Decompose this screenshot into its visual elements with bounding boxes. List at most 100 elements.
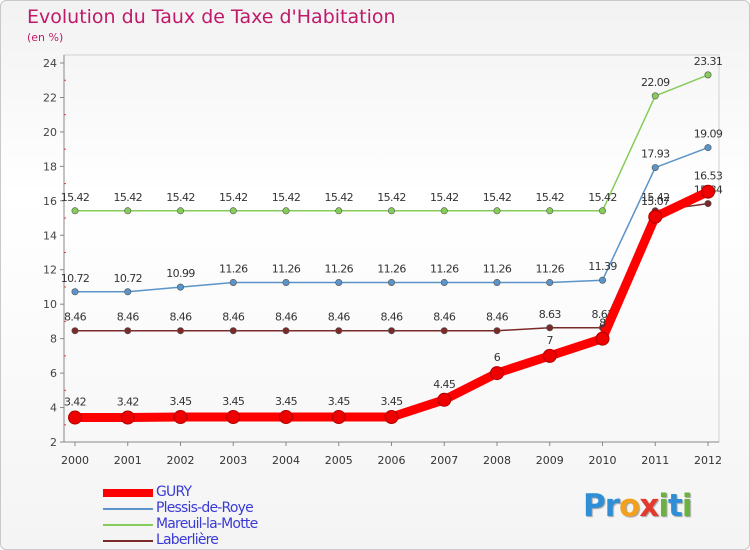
data-point-mareuil-la-motte	[71, 207, 79, 215]
legend-label-plessis-de-roye: Plessis-de-Roye	[156, 500, 254, 516]
data-point-laberliere	[335, 327, 343, 335]
data-label-plessis-de-roye: 19.09	[694, 128, 723, 141]
legend-swatch-gury	[103, 489, 153, 497]
data-point-laberliere	[546, 324, 554, 332]
data-label-gury: 3.45	[380, 395, 403, 408]
data-label-laberliere: 15.42	[641, 191, 670, 204]
y-tick-label: 10	[43, 298, 57, 311]
data-label-mareuil-la-motte: 15.42	[377, 191, 406, 204]
data-point-gury	[173, 410, 188, 425]
y-tick-label: 14	[43, 229, 57, 242]
data-label-mareuil-la-motte: 15.42	[114, 191, 143, 204]
data-point-mareuil-la-motte	[124, 207, 132, 215]
data-label-plessis-de-roye: 11.26	[430, 262, 459, 275]
data-point-mareuil-la-motte	[335, 207, 343, 215]
data-label-laberliere: 8.46	[169, 311, 192, 324]
x-tick-label: 2003	[219, 454, 247, 467]
data-label-mareuil-la-motte: 15.42	[325, 191, 354, 204]
data-label-plessis-de-roye: 11.26	[377, 262, 406, 275]
x-tick-label: 2004	[272, 454, 300, 467]
data-point-gury	[279, 410, 293, 425]
legend-swatch-plessis-de-roye	[103, 508, 153, 510]
data-point-gury	[437, 392, 452, 407]
chart-title: Evolution du Taux de Taxe d'Habitation	[27, 6, 396, 28]
data-label-laberliere: 8.63	[539, 308, 562, 321]
data-label-laberliere: 8.46	[222, 311, 245, 324]
data-label-gury: 15.07	[641, 195, 670, 208]
legend-label-gury: GURY	[156, 484, 192, 500]
data-label-mareuil-la-motte: 15.42	[536, 191, 565, 204]
data-label-plessis-de-roye: 17.93	[641, 148, 670, 161]
y-tick-label: 20	[43, 126, 57, 139]
y-tick-label: 22	[43, 91, 57, 104]
data-point-gury	[226, 410, 241, 425]
data-label-plessis-de-roye: 10.72	[114, 272, 143, 285]
data-point-plessis-de-roye	[704, 144, 712, 152]
data-label-plessis-de-roye: 11.26	[219, 262, 248, 275]
data-point-laberliere	[440, 327, 448, 335]
data-label-gury: 6	[494, 351, 501, 364]
y-tick-label: 12	[43, 264, 57, 277]
data-label-mareuil-la-motte: 15.42	[430, 191, 459, 204]
data-point-gury	[68, 410, 82, 425]
data-point-gury	[648, 209, 663, 224]
legend-swatch-laberliere	[103, 540, 153, 542]
data-point-plessis-de-roye	[282, 278, 290, 286]
data-point-mareuil-la-motte	[229, 207, 237, 215]
data-label-plessis-de-roye: 11.26	[325, 262, 354, 275]
y-tick-label: 24	[43, 57, 57, 70]
data-label-gury: 3.45	[222, 395, 245, 408]
data-point-plessis-de-roye	[229, 278, 237, 286]
chart-unit-label: (en %)	[27, 31, 64, 44]
data-point-laberliere	[387, 327, 395, 335]
x-tick-label: 2002	[167, 454, 195, 467]
data-label-mareuil-la-motte: 15.42	[588, 191, 617, 204]
data-point-laberliere	[493, 327, 501, 335]
data-label-mareuil-la-motte: 15.42	[166, 191, 195, 204]
proxiti-logo: Proxiti	[583, 488, 692, 524]
data-label-plessis-de-roye: 11.39	[588, 260, 617, 273]
legend-swatch-mareuil-la-motte	[103, 524, 153, 526]
data-point-mareuil-la-motte	[651, 92, 659, 100]
x-tick-label: 2001	[114, 454, 142, 467]
data-label-gury: 7	[547, 334, 554, 347]
data-label-laberliere: 8.46	[328, 311, 351, 324]
data-point-mareuil-la-motte	[177, 207, 185, 215]
data-label-gury: 16.53	[694, 170, 723, 183]
y-tick-label: 2	[50, 436, 57, 449]
data-point-mareuil-la-motte	[387, 207, 395, 215]
data-label-laberliere: 8.46	[380, 311, 403, 324]
y-tick-label: 16	[43, 195, 57, 208]
data-point-plessis-de-roye	[598, 276, 606, 284]
data-label-plessis-de-roye: 11.26	[272, 262, 301, 275]
x-tick-label: 2011	[641, 454, 669, 467]
data-label-gury: 4.45	[433, 378, 456, 391]
data-label-gury: 8	[599, 317, 606, 330]
data-point-plessis-de-roye	[335, 278, 343, 286]
data-label-gury: 3.42	[64, 396, 86, 409]
data-label-plessis-de-roye: 10.99	[166, 267, 195, 280]
x-tick-label: 2008	[483, 454, 511, 467]
data-point-gury	[701, 184, 715, 199]
data-label-gury: 3.45	[169, 395, 192, 408]
data-label-mareuil-la-motte: 15.42	[483, 191, 512, 204]
data-point-mareuil-la-motte	[440, 207, 448, 215]
data-point-plessis-de-roye	[177, 283, 185, 291]
y-tick-label: 18	[43, 160, 57, 173]
x-tick-label: 2000	[61, 454, 89, 467]
data-label-mareuil-la-motte: 22.09	[641, 76, 670, 89]
data-point-mareuil-la-motte	[546, 207, 554, 215]
data-point-plessis-de-roye	[71, 288, 79, 296]
data-point-gury	[120, 410, 135, 425]
x-tick-label: 2010	[589, 454, 617, 467]
data-point-plessis-de-roye	[546, 278, 554, 286]
y-tick-label: 8	[50, 333, 57, 346]
data-point-gury	[595, 331, 610, 346]
data-label-gury: 3.45	[275, 395, 298, 408]
data-label-plessis-de-roye: 10.72	[61, 272, 90, 285]
data-point-mareuil-la-motte	[493, 207, 501, 215]
data-point-gury	[331, 410, 346, 425]
data-point-plessis-de-roye	[124, 288, 132, 296]
x-tick-label: 2006	[378, 454, 406, 467]
